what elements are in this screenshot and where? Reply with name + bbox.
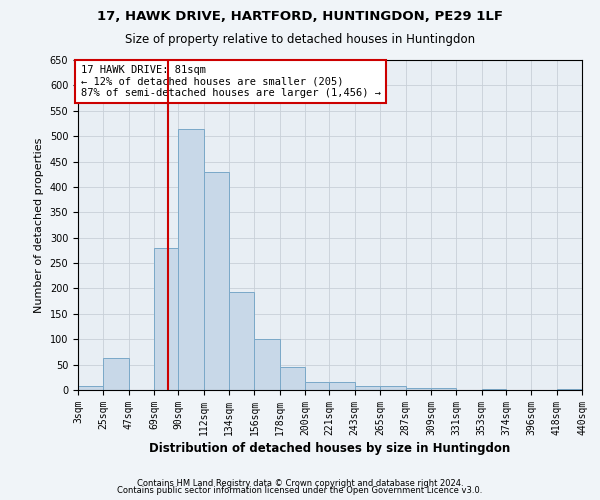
Bar — [280, 366, 305, 390]
Bar — [355, 386, 380, 390]
Bar — [431, 388, 456, 390]
Text: Contains HM Land Registry data © Crown copyright and database right 2024.: Contains HM Land Registry data © Crown c… — [137, 478, 463, 488]
Bar — [178, 128, 204, 390]
Bar — [406, 388, 431, 390]
Bar — [482, 389, 506, 390]
X-axis label: Distribution of detached houses by size in Huntingdon: Distribution of detached houses by size … — [149, 442, 511, 455]
Bar — [154, 248, 178, 390]
Text: 17, HAWK DRIVE, HARTFORD, HUNTINGDON, PE29 1LF: 17, HAWK DRIVE, HARTFORD, HUNTINGDON, PE… — [97, 10, 503, 23]
Text: Size of property relative to detached houses in Huntingdon: Size of property relative to detached ho… — [125, 32, 475, 46]
Bar — [557, 389, 582, 390]
Bar — [229, 292, 254, 390]
Bar — [380, 386, 406, 390]
Y-axis label: Number of detached properties: Number of detached properties — [34, 138, 44, 312]
Text: 17 HAWK DRIVE: 81sqm
← 12% of detached houses are smaller (205)
87% of semi-deta: 17 HAWK DRIVE: 81sqm ← 12% of detached h… — [80, 65, 380, 98]
Bar — [254, 339, 280, 390]
Text: Contains public sector information licensed under the Open Government Licence v3: Contains public sector information licen… — [118, 486, 482, 495]
Bar — [103, 358, 129, 390]
Bar — [305, 382, 329, 390]
Bar — [204, 172, 229, 390]
Bar — [329, 382, 355, 390]
Bar — [78, 386, 103, 390]
